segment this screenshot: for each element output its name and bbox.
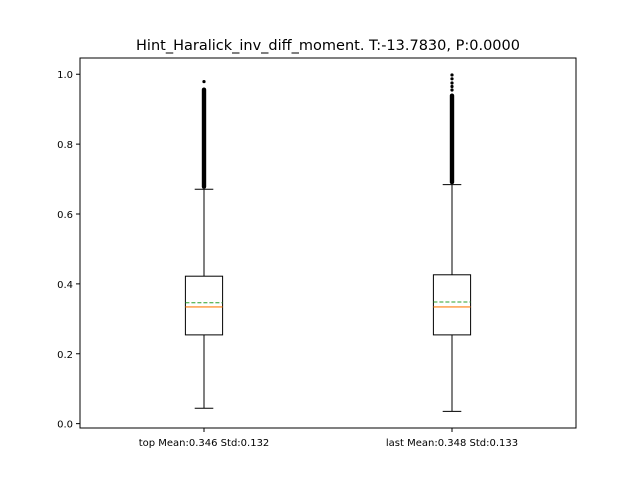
x-tick-label: top Mean:0.346 Std:0.132: [139, 438, 270, 449]
y-tick-label: 1.0: [57, 70, 73, 81]
y-tick-label: 0.4: [57, 280, 73, 291]
outlier-point: [202, 79, 206, 84]
outlier-point: [450, 81, 454, 85]
box: [432, 274, 472, 336]
y-tick-label: 0.6: [57, 210, 73, 221]
outlier-band: [449, 93, 455, 185]
outlier-point: [450, 88, 454, 92]
box: [184, 275, 224, 336]
outlier-point: [450, 84, 454, 89]
y-tick-label: 0.8: [57, 140, 73, 151]
outlier-point: [450, 73, 454, 77]
plot-frame: [79, 57, 577, 429]
outlier-band: [201, 87, 207, 189]
chart-title: Hint_Haralick_inv_diff_moment. T:-13.783…: [136, 38, 520, 54]
y-tick-label: 0.2: [57, 350, 73, 361]
y-tick-label: 0.0: [57, 420, 73, 431]
x-tick-label: last Mean:0.348 Std:0.133: [386, 438, 518, 449]
outlier-point: [450, 77, 454, 81]
plot-area: 0.0 0.2 0.4 0.6 0.8 1.0 top Mean:0.346 Std:0.1…: [57, 70, 518, 449]
